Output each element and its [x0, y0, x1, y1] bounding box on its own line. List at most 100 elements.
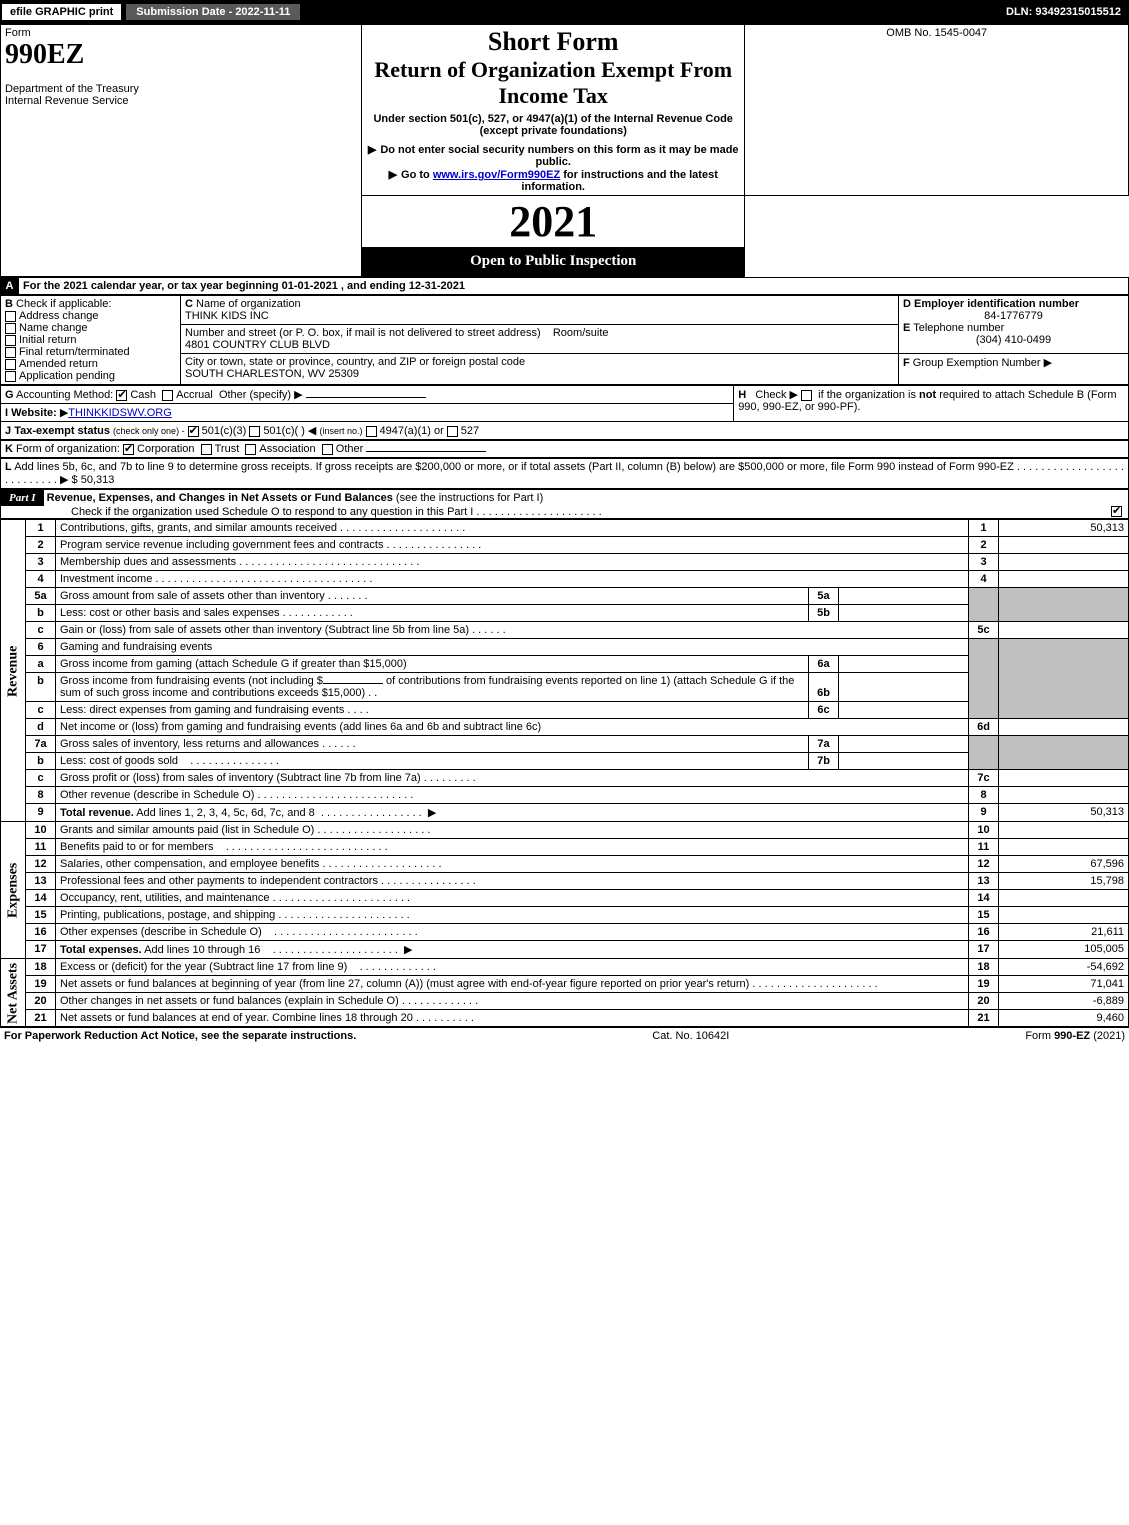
line-15-amt [999, 907, 1129, 924]
omb-cell: OMB No. 1545-0047 [745, 25, 1129, 196]
line-10-desc: Grants and similar amounts paid (list in… [56, 822, 969, 839]
line-8-box: 8 [969, 787, 999, 804]
line-6a-ibox: 6a [809, 656, 839, 673]
line-5c-box: 5c [969, 622, 999, 639]
line-7a-desc: Gross sales of inventory, less returns a… [56, 736, 809, 753]
opt-final-return: Final return/terminated [19, 346, 130, 358]
checkbox-501c3[interactable] [188, 426, 199, 437]
checkbox-application-pending[interactable] [5, 371, 16, 382]
insert-no: (insert no.) [319, 426, 362, 436]
section-l-cell: L Add lines 5b, 6c, and 7b to line 9 to … [1, 459, 1129, 489]
line-13-num: 13 [26, 873, 56, 890]
line-10-amt [999, 822, 1129, 839]
line-6b-num: b [26, 673, 56, 702]
line-4-num: 4 [26, 571, 56, 588]
checkbox-h[interactable] [801, 390, 812, 401]
line-11-amt [999, 839, 1129, 856]
city-value: SOUTH CHARLESTON, WV 25309 [185, 368, 359, 380]
section-a: A For the 2021 calendar year, or tax yea… [0, 277, 1129, 295]
line-5a-iamt[interactable] [839, 588, 969, 605]
grey-5b [999, 588, 1129, 622]
line-6c-num: c [26, 702, 56, 719]
line-7a-iamt[interactable] [839, 736, 969, 753]
line-3-box: 3 [969, 554, 999, 571]
checkbox-accrual[interactable] [162, 390, 173, 401]
line-2-num: 2 [26, 537, 56, 554]
checkbox-initial-return[interactable] [5, 335, 16, 346]
letter-d: D [903, 298, 911, 310]
line-5b-ibox: 5b [809, 605, 839, 622]
line-19-box: 19 [969, 976, 999, 993]
line-12-num: 12 [26, 856, 56, 873]
part1-label: Part I [1, 490, 44, 506]
name-label: Name of organization [196, 298, 301, 310]
section-i-cell: I Website: ▶THINKKIDSWV.ORG [1, 404, 734, 422]
checkbox-cash[interactable] [116, 390, 127, 401]
checkbox-other-org[interactable] [322, 444, 333, 455]
line-7b-desc: Less: cost of goods sold . . . . . . . .… [56, 753, 809, 770]
section-k-table: K Form of organization: Corporation Trus… [0, 440, 1129, 458]
line-1-box: 1 [969, 520, 999, 537]
line-19-desc: Net assets or fund balances at beginning… [56, 976, 969, 993]
line-8-amt [999, 787, 1129, 804]
checkbox-4947[interactable] [366, 426, 377, 437]
line-9-desc: Total revenue. Add lines 1, 2, 3, 4, 5c,… [56, 804, 969, 822]
line-20-box: 20 [969, 993, 999, 1010]
checkbox-amended-return[interactable] [5, 359, 16, 370]
line-5b-iamt[interactable] [839, 605, 969, 622]
section-c-city-cell: City or town, state or province, country… [181, 354, 899, 385]
line-5b-desc: Less: cost or other basis and sales expe… [56, 605, 809, 622]
website-link[interactable]: THINKKIDSWV.ORG [68, 407, 172, 419]
line-11-num: 11 [26, 839, 56, 856]
line-15-box: 15 [969, 907, 999, 924]
checkbox-association[interactable] [245, 444, 256, 455]
revenue-side-label: Revenue [1, 520, 26, 822]
header-center-cell: Short Form Return of Organization Exempt… [361, 25, 745, 196]
checkbox-part1-schedule-o[interactable] [1111, 506, 1122, 517]
line-6b-iamt[interactable] [839, 673, 969, 702]
checkbox-final-return[interactable] [5, 347, 16, 358]
line-3-amt [999, 554, 1129, 571]
line-20-desc: Other changes in net assets or fund bala… [56, 993, 969, 1010]
efile-print-button[interactable]: efile GRAPHIC print [0, 2, 123, 22]
line-14-desc: Occupancy, rent, utilities, and maintena… [56, 890, 969, 907]
form-number: 990EZ [5, 39, 84, 70]
accounting-label: Accounting Method: [16, 389, 113, 401]
phone-value: (304) 410-0499 [903, 334, 1124, 346]
line-5a-num: 5a [26, 588, 56, 605]
line-6b-input[interactable] [323, 683, 383, 684]
ein-value: 84-1776779 [903, 310, 1124, 322]
line-15-desc: Printing, publications, postage, and shi… [56, 907, 969, 924]
checkbox-address-change[interactable] [5, 311, 16, 322]
grey-6b [999, 639, 1129, 719]
org-info-table: B Check if applicable: Address change Na… [0, 295, 1129, 385]
checkbox-527[interactable] [447, 426, 458, 437]
line-8-num: 8 [26, 787, 56, 804]
letter-e: E [903, 322, 910, 334]
checkbox-name-change[interactable] [5, 323, 16, 334]
other-specify-input[interactable] [306, 397, 426, 398]
opt-association: Association [259, 443, 315, 455]
form-header-table: Form 990EZ Department of the Treasury In… [0, 24, 1129, 277]
opt-trust: Trust [215, 443, 240, 455]
line-2-amt [999, 537, 1129, 554]
line-19-amt: 71,041 [999, 976, 1129, 993]
page-footer: For Paperwork Reduction Act Notice, see … [0, 1027, 1129, 1044]
checkbox-corporation[interactable] [123, 444, 134, 455]
other-org-input[interactable] [366, 451, 486, 452]
department-text: Department of the Treasury [5, 83, 139, 95]
line-13-box: 13 [969, 873, 999, 890]
opt-amended-return: Amended return [19, 358, 98, 370]
expenses-side-label: Expenses [1, 822, 26, 959]
line-9-amt: 50,313 [999, 804, 1129, 822]
line-6c-iamt[interactable] [839, 702, 969, 719]
line-18-amt: -54,692 [999, 959, 1129, 976]
line-6a-iamt[interactable] [839, 656, 969, 673]
line-7b-iamt[interactable] [839, 753, 969, 770]
checkbox-trust[interactable] [201, 444, 212, 455]
irs-link[interactable]: www.irs.gov/Form990EZ [433, 169, 560, 181]
section-b-label: Check if applicable: [16, 298, 111, 310]
top-bar: efile GRAPHIC print Submission Date - 20… [0, 0, 1129, 24]
checkbox-501c[interactable] [249, 426, 260, 437]
opt-other: Other (specify) [219, 389, 291, 401]
